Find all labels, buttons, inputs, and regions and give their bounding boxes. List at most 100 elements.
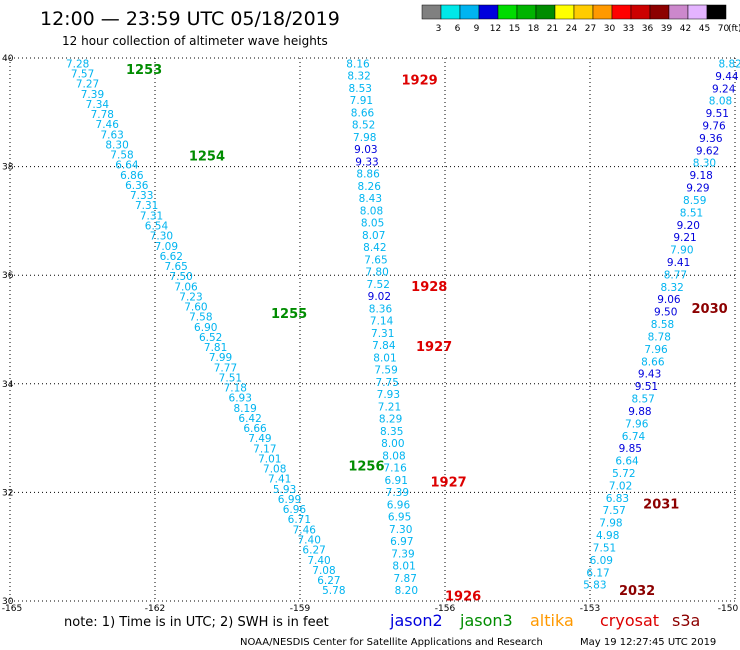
pass-number: 2031	[643, 497, 679, 512]
footer-timestamp: May 19 12:27:45 UTC 2019	[580, 637, 716, 648]
swh-value: 8.08	[709, 96, 732, 108]
legend-label: 9	[474, 24, 480, 34]
swh-value: 9.88	[628, 406, 651, 418]
swh-value: 7.46	[96, 119, 120, 131]
swh-value: 5.72	[612, 468, 635, 480]
x-tick-label: -153	[580, 604, 600, 614]
track-jason3: 7.287.577.277.397.347.787.467.638.307.58…	[66, 58, 346, 597]
legend-swatch	[478, 4, 499, 20]
chart-title: 12:00 — 23:59 UTC 05/18/2019	[40, 8, 340, 30]
swh-value: 7.31	[371, 328, 394, 340]
swh-value: 7.40	[307, 555, 330, 567]
swh-value: 7.87	[394, 573, 417, 585]
swh-value: 9.18	[689, 170, 712, 182]
swh-value: 7.90	[670, 245, 693, 257]
legend-swatch	[421, 4, 442, 20]
swh-value: 9.41	[667, 257, 690, 269]
swh-value: 7.96	[625, 418, 649, 430]
pass-number: 1254	[189, 150, 225, 165]
legend-swatch	[706, 4, 727, 20]
legend-swatch	[554, 4, 575, 20]
legend-label: 33	[623, 24, 634, 34]
swh-value: 8.35	[380, 426, 403, 438]
swh-value: 9.06	[657, 294, 681, 306]
pass-number: 2032	[619, 584, 655, 599]
swh-value: 8.53	[349, 83, 372, 95]
pass-number: 2030	[692, 302, 728, 317]
swh-value: 8.59	[683, 195, 706, 207]
swh-value: 7.17	[253, 443, 276, 455]
legend-swatch	[592, 4, 613, 20]
swh-value: 6.96	[283, 504, 307, 516]
swh-value: 7.81	[204, 342, 227, 354]
y-tick-label: 38	[2, 163, 14, 173]
swh-value: 7.34	[86, 99, 110, 111]
swh-value: 8.20	[395, 585, 418, 597]
swh-value: 7.14	[370, 316, 394, 328]
x-tick-label: -162	[145, 604, 165, 614]
swh-value: 7.52	[367, 279, 390, 291]
legend-unit: (ft)	[728, 24, 740, 34]
legend-label: 3	[436, 24, 442, 34]
legend-label: 27	[585, 24, 596, 34]
swh-value: 6.99	[278, 494, 301, 506]
swh-value: 7.27	[76, 79, 99, 91]
legend-swatch	[573, 4, 594, 20]
swh-value: 8.66	[641, 356, 665, 368]
swh-value: 7.51	[219, 372, 242, 384]
satellite-cryosat: cryosat	[600, 611, 659, 630]
legend-swatch	[440, 4, 461, 20]
x-tick-label: -150	[718, 604, 739, 614]
swh-value: 7.46	[293, 524, 317, 536]
swh-value: 9.24	[712, 83, 736, 95]
swh-value: 8.42	[363, 242, 386, 254]
swh-value: 8.00	[381, 438, 404, 450]
swh-value: 7.77	[214, 362, 237, 374]
swh-value: 8.05	[361, 218, 384, 230]
legend-swatch	[630, 4, 651, 20]
swh-value: 6.62	[160, 251, 183, 263]
swh-value: 6.52	[199, 332, 222, 344]
chart-subtitle: 12 hour collection of altimeter wave hei…	[62, 34, 328, 48]
pass-number: 1253	[126, 63, 162, 78]
swh-value: 7.98	[353, 132, 376, 144]
legend-swatch	[668, 4, 689, 20]
swh-value: 9.76	[702, 120, 726, 132]
satellite-legend: jason2 jason3 altika cryosat s3a	[389, 611, 700, 630]
swh-value: 6.42	[238, 413, 261, 425]
swh-value: 5.83	[583, 580, 606, 592]
swh-value: 6.71	[288, 514, 311, 526]
swh-value: 7.31	[140, 210, 163, 222]
swh-value: 6.36	[125, 180, 149, 192]
swh-value: 8.30	[693, 158, 716, 170]
swh-value: 5.78	[322, 585, 345, 597]
legend-label: 42	[680, 24, 691, 34]
swh-value: 6.86	[120, 170, 144, 182]
y-tick-label: 34	[2, 380, 14, 390]
swh-value: 6.91	[385, 475, 408, 487]
swh-value: 8.16	[346, 58, 370, 70]
swh-value: 7.51	[593, 542, 616, 554]
y-tick-label: 36	[2, 271, 14, 281]
satellite-jason3: jason3	[459, 611, 513, 630]
swh-value: 7.75	[376, 377, 399, 389]
swh-value: 9.51	[635, 381, 658, 393]
swh-value: 8.01	[392, 561, 415, 573]
pass-number: 1927	[416, 340, 452, 355]
legend-swatch	[649, 4, 670, 20]
swh-value: 7.18	[224, 383, 247, 395]
swh-value: 7.21	[378, 401, 401, 413]
grid	[9, 57, 736, 602]
swh-value: 7.31	[135, 200, 158, 212]
units-note: note: 1) Time is in UTC; 2) SWH is in fe…	[64, 615, 329, 630]
swh-value: 9.03	[354, 144, 377, 156]
swh-value: 8.29	[379, 414, 402, 426]
swh-value: 6.64	[615, 456, 639, 468]
swh-value: 7.58	[189, 312, 212, 324]
swh-value: 7.57	[71, 69, 94, 81]
swh-value: 7.06	[174, 281, 198, 293]
x-tick-label: -159	[290, 604, 311, 614]
